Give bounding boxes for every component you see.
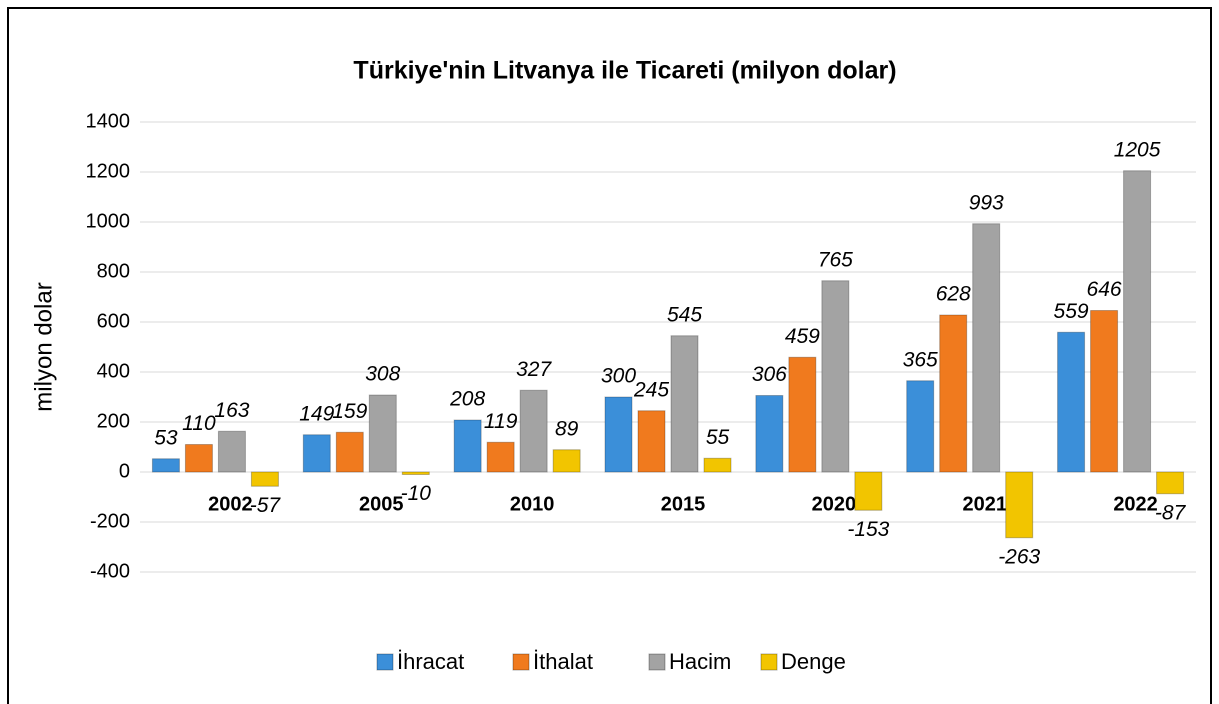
bar — [939, 314, 968, 473]
data-label: 159 — [332, 400, 367, 423]
data-label: 306 — [752, 363, 787, 386]
bar — [335, 431, 364, 473]
data-label: 119 — [484, 410, 518, 433]
legend-swatch — [648, 653, 666, 671]
bar — [302, 434, 331, 473]
bar — [1057, 331, 1086, 473]
data-label: 327 — [516, 358, 552, 381]
bar — [552, 449, 581, 473]
legend-label: Denge — [781, 649, 846, 674]
data-label: 89 — [555, 417, 579, 440]
bar — [906, 380, 935, 473]
legend-label: Hacim — [669, 649, 731, 674]
bar — [821, 280, 850, 473]
y-tick-label: 1000 — [86, 210, 131, 232]
bar — [670, 335, 699, 473]
legend-swatch — [760, 653, 778, 671]
x-tick-label: 2021 — [962, 493, 1007, 515]
bar — [637, 410, 666, 473]
x-tick-label: 2005 — [359, 493, 404, 515]
legend-label: İhracat — [397, 649, 464, 674]
data-label: 55 — [706, 426, 730, 449]
legend-swatch — [376, 653, 394, 671]
x-tick-label: 2022 — [1113, 493, 1158, 515]
y-tick-label: -400 — [90, 560, 130, 582]
data-label: 993 — [969, 191, 1004, 214]
bar — [401, 471, 430, 475]
bar — [250, 471, 279, 487]
data-label: 628 — [936, 283, 971, 306]
bar — [453, 419, 482, 473]
data-label: 300 — [601, 365, 636, 388]
legend-label: İthalat — [533, 649, 593, 674]
bar — [788, 356, 817, 473]
y-tick-label: 800 — [97, 260, 130, 282]
bar — [972, 223, 1001, 473]
data-label: 765 — [818, 248, 853, 271]
x-tick-label: 2015 — [661, 493, 706, 515]
y-tick-label: 0 — [119, 460, 130, 482]
bar — [1090, 310, 1119, 473]
y-tick-label: 1400 — [86, 110, 131, 132]
chart-title: Türkiye'nin Litvanya ile Ticareti (milyo… — [353, 57, 896, 85]
bar — [703, 457, 732, 473]
data-label: 163 — [214, 399, 249, 422]
data-label: 245 — [633, 378, 669, 401]
data-label: 1205 — [1114, 138, 1161, 161]
data-label: 545 — [667, 303, 702, 326]
y-tick-label: 1200 — [86, 160, 131, 182]
y-tick-label: -200 — [90, 510, 130, 532]
data-label: 365 — [903, 348, 938, 371]
bar — [519, 389, 548, 473]
x-tick-label: 2020 — [812, 493, 857, 515]
data-label: 110 — [182, 412, 216, 435]
data-label: 646 — [1087, 278, 1122, 301]
y-tick-label: 200 — [97, 410, 130, 432]
data-label: 149 — [299, 402, 334, 425]
y-tick-label: 400 — [97, 360, 130, 382]
bar — [755, 395, 784, 473]
data-label: -10 — [401, 482, 432, 505]
legend-swatch — [512, 653, 530, 671]
y-axis-label: milyon dolar — [30, 282, 57, 411]
chart-frame — [7, 7, 1212, 704]
bar — [854, 471, 883, 511]
x-tick-label: 2010 — [510, 493, 555, 515]
bar — [368, 394, 397, 473]
data-label: 208 — [449, 388, 485, 411]
bar — [604, 396, 633, 473]
data-label: -153 — [847, 518, 889, 541]
bar — [1156, 471, 1185, 495]
bar — [151, 458, 180, 473]
bar — [1123, 170, 1152, 473]
data-label: 53 — [154, 426, 178, 449]
bar — [184, 444, 213, 473]
data-label: -87 — [1155, 501, 1187, 524]
data-label: -263 — [998, 545, 1040, 568]
y-tick-label: 600 — [97, 310, 130, 332]
data-label: 459 — [785, 325, 820, 348]
x-tick-label: 2002 — [208, 493, 253, 515]
bar — [486, 441, 515, 473]
bar — [1005, 471, 1034, 539]
bar — [217, 430, 246, 473]
data-label: 308 — [365, 363, 400, 386]
data-label: 559 — [1054, 300, 1089, 323]
data-label: -57 — [250, 494, 282, 517]
